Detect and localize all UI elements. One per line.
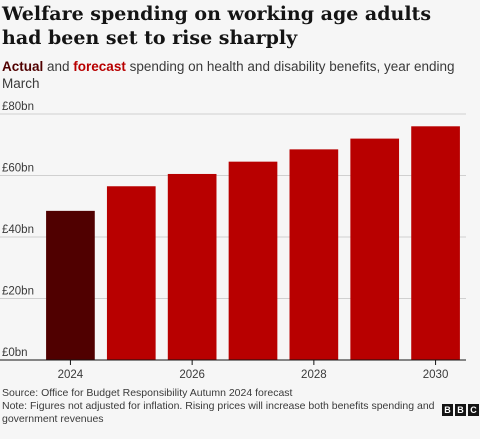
bar-2029 xyxy=(350,138,400,360)
subtitle-forecast: forecast xyxy=(73,59,126,74)
bar-2027 xyxy=(228,161,278,360)
y-tick-label: £0bn xyxy=(2,347,28,359)
bar-2028 xyxy=(289,149,339,360)
bbc-logo: B B C xyxy=(442,404,479,416)
subtitle-rest: spending on health and disability benefi… xyxy=(2,59,455,91)
subtitle-actual: Actual xyxy=(2,59,44,74)
subtitle-and: and xyxy=(43,59,74,74)
y-tick-label: £80bn xyxy=(2,101,34,113)
bbc-logo-letter: B xyxy=(455,404,466,416)
y-tick-label: £20bn xyxy=(2,286,34,298)
x-tick-label: 2030 xyxy=(423,369,449,381)
bar-chart: £0bn £20bn £40bn £60bn £80bn 2024 2026 2028 2030 xyxy=(0,101,466,381)
inflation-note: Note: Figures not adjusted for inflation… xyxy=(2,400,435,425)
bar-2024 xyxy=(46,210,95,360)
x-tick-label: 2026 xyxy=(179,369,205,381)
bar-2025 xyxy=(106,186,156,360)
chart-title: Welfare spending on working age adults h… xyxy=(2,3,432,49)
bbc-logo-letter: C xyxy=(468,404,479,416)
bar-2026 xyxy=(167,173,217,360)
x-tick-label: 2024 xyxy=(58,369,84,381)
chart-subtitle: Actual and forecast spending on health a… xyxy=(2,58,472,92)
bar-2030 xyxy=(411,126,460,360)
x-tick-label: 2028 xyxy=(301,369,327,381)
y-tick-label: £40bn xyxy=(2,224,34,236)
chart-footer: Source: Office for Budget Responsibility… xyxy=(2,387,442,426)
y-tick-label: £60bn xyxy=(2,163,34,175)
bbc-logo-letter: B xyxy=(442,404,453,416)
source-note: Source: Office for Budget Responsibility… xyxy=(2,387,293,399)
